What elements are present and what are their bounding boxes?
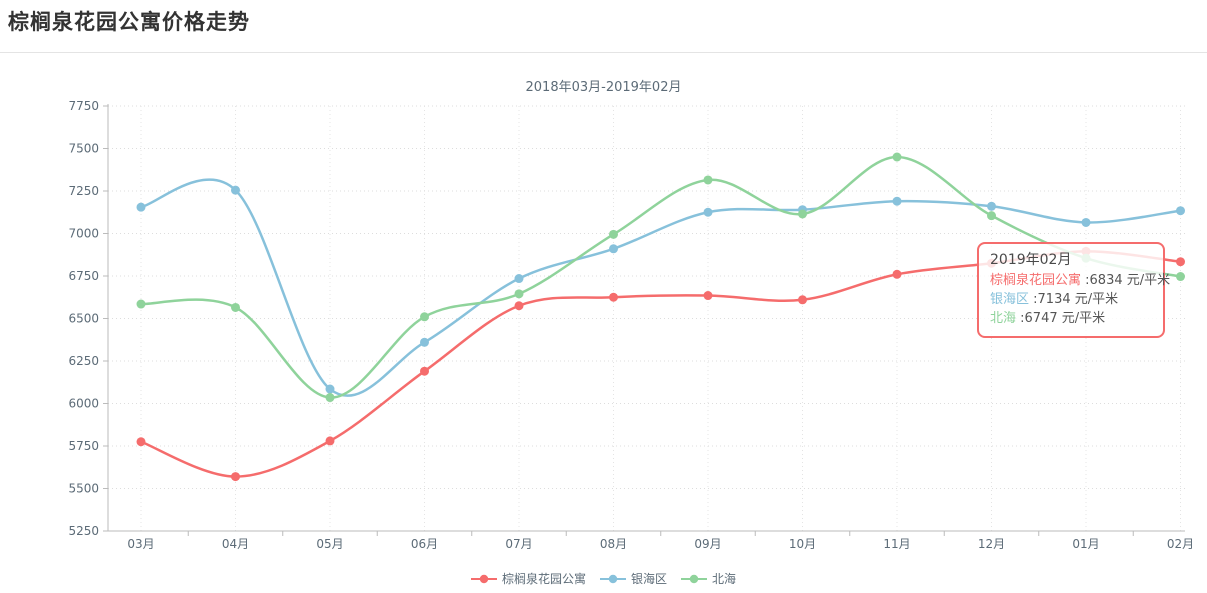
data-point[interactable] [1176,272,1185,282]
data-point[interactable] [703,175,713,185]
tooltip-series-name: 银海区 [990,292,1030,307]
x-axis-tick-label: 05月 [316,537,343,551]
page-title: 棕榈泉花园公寓价格走势 [8,10,250,34]
data-point[interactable] [892,196,902,206]
data-point[interactable] [325,436,335,446]
data-point[interactable] [987,211,996,221]
data-point[interactable] [1081,217,1091,227]
chart-legend: 棕榈泉花园公寓 银海区 北海 [0,570,1207,587]
legend-line-dot-icon [681,574,707,583]
data-point[interactable] [136,202,146,212]
y-axis-tick-label: 5250 [68,524,99,538]
data-point[interactable] [514,289,524,299]
data-point[interactable] [703,291,713,301]
data-point[interactable] [325,384,335,394]
tooltip-series-value: :6834 元/平米 [1081,273,1171,288]
data-point[interactable] [231,302,240,312]
x-axis-tick-label: 10月 [789,537,816,551]
x-axis-tick-label: 08月 [600,537,627,551]
data-point[interactable] [514,274,524,284]
y-axis-tick-label: 7000 [68,227,99,241]
y-axis-tick-label: 5500 [68,482,99,496]
x-axis-tick-label: 12月 [978,537,1005,551]
data-point[interactable] [892,152,902,162]
tooltip-series-value: :7134 元/平米 [1029,292,1119,307]
x-axis-tick-label: 07月 [505,537,532,551]
tooltip-series-value: :6747 元/平米 [1016,311,1106,326]
data-point[interactable] [420,366,429,376]
data-point[interactable] [325,393,335,403]
legend-line-dot-icon [470,574,497,583]
data-point[interactable] [987,201,996,211]
data-point[interactable] [892,269,902,279]
x-axis-tick-label: 02月 [1167,537,1194,551]
chart-subtitle: 2018年03月-2019年02月 [525,80,682,95]
x-axis-tick-label: 09月 [694,537,721,551]
tooltip-row-district: 银海区 :7134 元/平米 [990,290,1152,309]
y-axis-tick-label: 7750 [68,99,99,113]
chart-tooltip: 2019年02月 棕榈泉花园公寓 :6834 元/平米 银海区 :7134 元/… [977,242,1170,338]
legend-item-district[interactable]: 银海区 [599,570,667,587]
legend-label: 北海 [712,572,737,586]
y-axis-tick-label: 6500 [68,312,99,326]
data-point[interactable] [798,295,807,305]
y-axis-tick-label: 7250 [68,184,99,198]
data-point[interactable] [420,337,429,347]
tooltip-date: 2019年02月 [990,252,1072,268]
y-axis-tick-label: 5750 [68,439,99,453]
y-axis-tick-label: 7500 [68,142,99,156]
y-axis-tick-label: 6750 [68,269,99,283]
data-point[interactable] [1176,257,1185,267]
x-axis-tick-label: 11月 [883,537,910,551]
legend-line-dot-icon [599,574,626,583]
legend-label: 银海区 [630,572,667,586]
data-point[interactable] [231,472,240,482]
tooltip-row-city: 北海 :6747 元/平米 [990,309,1152,328]
data-point[interactable] [136,299,146,309]
x-axis-tick-label: 03月 [127,537,154,551]
legend-item-city[interactable]: 北海 [681,570,736,587]
data-point[interactable] [609,292,618,302]
data-point[interactable] [703,207,713,217]
data-point[interactable] [798,209,807,219]
data-point[interactable] [136,437,146,447]
x-axis-tick-label: 01月 [1072,537,1099,551]
y-axis-tick-label: 6250 [68,354,99,368]
legend-item-apartment[interactable]: 棕榈泉花园公寓 [470,570,586,587]
data-point[interactable] [609,244,618,254]
y-axis-tick-label: 6000 [68,397,99,411]
x-axis-tick-label: 06月 [411,537,438,551]
data-point[interactable] [1176,206,1185,216]
tooltip-series-name: 北海 [990,311,1017,326]
data-point[interactable] [231,185,240,195]
x-axis-tick-label: 04月 [222,537,249,551]
data-point[interactable] [609,229,618,239]
data-point[interactable] [420,312,429,322]
tooltip-series-name: 棕榈泉花园公寓 [990,273,1082,288]
header-divider [0,52,1207,53]
data-point[interactable] [514,301,524,311]
tooltip-row-apartment: 棕榈泉花园公寓 :6834 元/平米 [990,271,1170,290]
legend-label: 棕榈泉花园公寓 [501,572,586,586]
